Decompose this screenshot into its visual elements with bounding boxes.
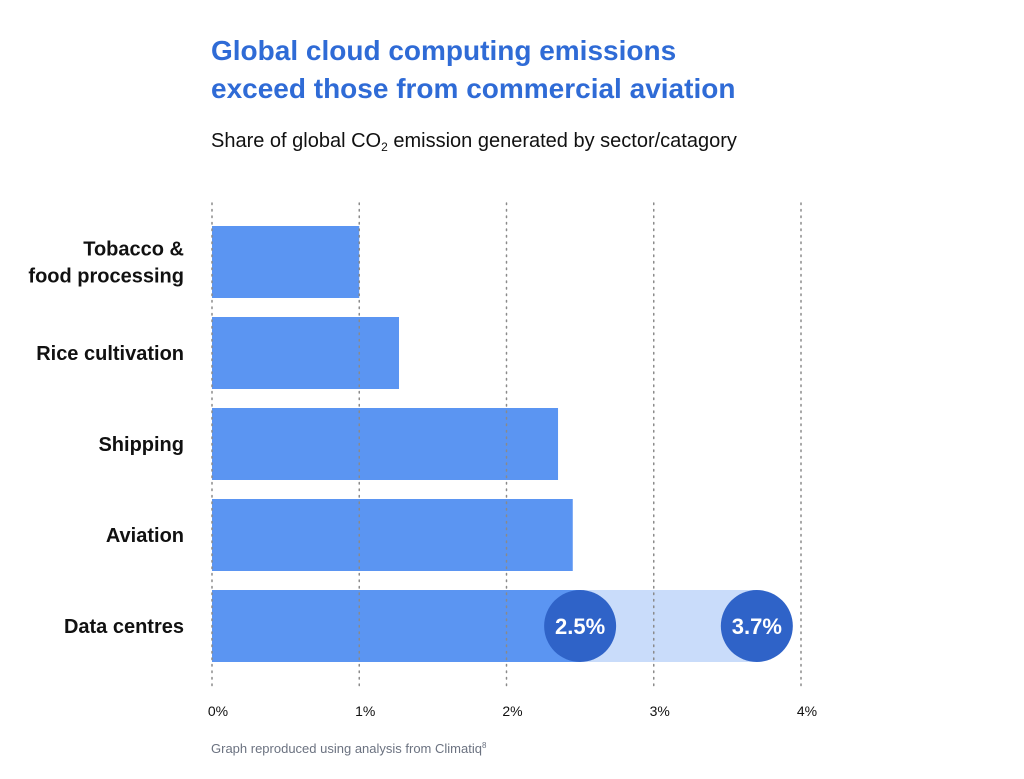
- value-marker-label-1: 3.7%: [732, 614, 782, 639]
- chart-subtitle: Share of global CO2 emission generated b…: [211, 130, 737, 154]
- x-tick-label-3: 3%: [650, 703, 670, 719]
- footnote-text: Graph reproduced using analysis from Cli…: [211, 741, 482, 756]
- category-label-2-line-0: Shipping: [98, 434, 184, 456]
- value-marker-1: [720, 590, 793, 662]
- x-tick-label-1: 1%: [355, 703, 375, 719]
- x-tick-label-2: 2%: [502, 703, 522, 719]
- category-label-4-line-0: Data centres: [64, 616, 184, 638]
- subtitle-prefix: Share of global CO: [211, 130, 382, 152]
- bar-4: [212, 590, 581, 662]
- value-marker-label-0: 2.5%: [555, 614, 605, 639]
- subtitle-suffix: emission generated by sector/catagory: [387, 130, 737, 152]
- category-label-0-line-0: Tobacco &: [83, 239, 184, 261]
- category-label-1-line-0: Rice cultivation: [36, 343, 184, 365]
- source-footnote: Graph reproduced using analysis from Cli…: [211, 741, 486, 756]
- bar-0: [212, 226, 360, 298]
- subtitle-subscript: 2: [381, 140, 388, 154]
- bar-3: [212, 499, 573, 571]
- bar-1: [212, 317, 400, 389]
- footnote-superscript: 8: [481, 741, 487, 750]
- chart-title-line-1: Global cloud computing emissions: [211, 35, 677, 66]
- chart-title: Global cloud computing emissions exceed …: [211, 32, 735, 108]
- category-label-3-line-0: Aviation: [106, 525, 184, 547]
- x-tick-label-0: 0%: [208, 703, 228, 719]
- value-marker-0: [544, 590, 617, 662]
- category-label-0-line-1: food processing: [28, 266, 184, 288]
- bar-2: [212, 408, 559, 480]
- chart-title-line-2: exceed those from commercial aviation: [211, 73, 736, 104]
- x-tick-label-4: 4%: [797, 703, 817, 719]
